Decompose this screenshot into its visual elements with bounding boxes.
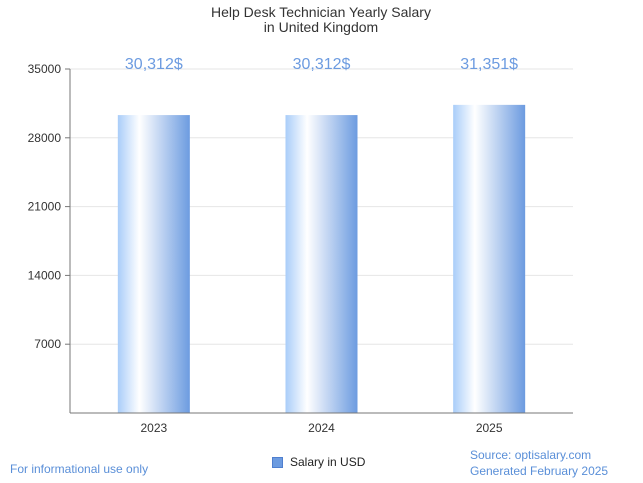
chart-title-line-2: in United Kingdom <box>264 19 378 35</box>
source-block: Source: optisalary.com Generated Februar… <box>470 447 608 479</box>
bar-2024 <box>285 115 358 413</box>
bar-2025 <box>453 104 526 414</box>
data-label-2023: 30,312$ <box>125 56 183 73</box>
data-label-2025: 31,351$ <box>460 56 518 73</box>
bar-2023 <box>117 115 190 413</box>
y-tick-label: 35000 <box>28 62 62 76</box>
legend: Salary in USD <box>272 455 365 469</box>
y-tick-label: 7000 <box>34 337 61 351</box>
data-label-2024: 30,312$ <box>293 56 351 73</box>
y-tick-label: 28000 <box>28 131 62 145</box>
chart-title-line-1: Help Desk Technician Yearly Salary <box>211 4 431 20</box>
x-tick-label-2023: 2023 <box>140 421 167 435</box>
y-axis-ticks: 7000 14000 21000 28000 35000 <box>28 62 62 351</box>
y-tick-label: 21000 <box>28 200 62 214</box>
generated-text: Generated February 2025 <box>470 464 609 478</box>
x-tick-label-2025: 2025 <box>476 421 503 435</box>
bars <box>117 104 526 414</box>
y-tick-label: 14000 <box>28 268 62 282</box>
legend-label: Salary in USD <box>290 455 366 469</box>
x-axis-ticks: 2023 2024 2025 <box>140 421 502 435</box>
source-text: Source: optisalary.com <box>470 448 592 462</box>
disclaimer-text: For informational use only <box>10 462 149 476</box>
data-labels: 30,312$ 30,312$ 31,351$ <box>125 56 518 73</box>
legend-swatch <box>272 456 283 468</box>
x-tick-label-2024: 2024 <box>308 421 335 435</box>
